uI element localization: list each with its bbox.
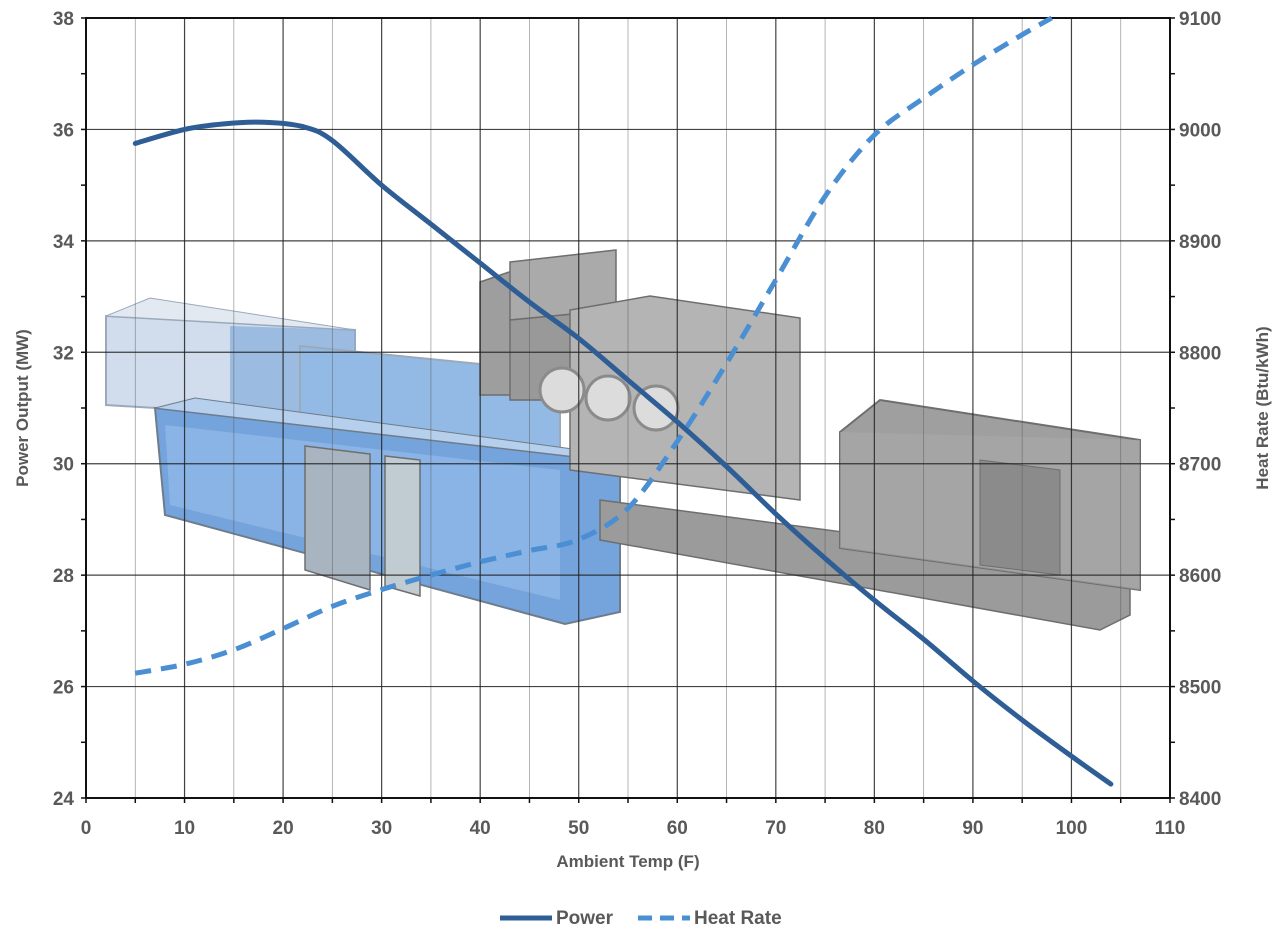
axes [81, 17, 1175, 803]
y-tick-label: 30 [53, 455, 74, 476]
legend: Power Heat Rate [500, 908, 782, 929]
y-tick-label: 36 [53, 120, 74, 141]
y-tick-label: 26 [53, 678, 74, 699]
y2-tick-label: 8900 [1179, 232, 1221, 253]
x-tick-label: 0 [81, 818, 92, 839]
x-tick-label: 10 [174, 818, 195, 839]
x-tick-label: 100 [1056, 818, 1088, 839]
x-tick-label: 40 [470, 818, 491, 839]
x-axis-title: Ambient Temp (F) [556, 852, 699, 871]
x-tick-label: 90 [962, 818, 983, 839]
x-tick-label: 110 [1155, 818, 1186, 839]
y-tick-label: 38 [53, 9, 74, 30]
y-axis-title: Power Output (MW) [13, 329, 32, 487]
tick-labels: 0 10 20 30 40 50 60 70 80 90 100 110 24 26 28 30 32 34 36 3… [53, 9, 1221, 839]
series-line-heat-rate [134, 15, 1053, 676]
genset-equipment-illustration [105, 249, 1141, 631]
legend-power-label: Power [556, 908, 614, 929]
y-tick-label: 34 [53, 232, 75, 253]
y-tick-label: 24 [53, 789, 75, 810]
y2-tick-label: 8700 [1179, 455, 1221, 476]
x-tick-label: 70 [765, 818, 786, 839]
x-tick-label: 60 [667, 818, 688, 839]
series-line-power [132, 119, 1114, 787]
y-tick-label: 28 [53, 566, 74, 587]
y2-tick-label: 8400 [1179, 789, 1221, 810]
series [132, 15, 1114, 787]
x-tick-label: 50 [568, 818, 589, 839]
y2-tick-label: 8800 [1179, 343, 1221, 364]
y2-tick-label: 9000 [1179, 120, 1221, 141]
x-tick-label: 80 [864, 818, 885, 839]
y2-axis-title: Heat Rate (Btu/kWh) [1253, 326, 1272, 489]
y2-tick-label: 8600 [1179, 566, 1221, 587]
x-tick-label: 20 [273, 818, 294, 839]
y-tick-label: 32 [53, 343, 74, 364]
y2-tick-label: 8500 [1179, 678, 1221, 699]
gridlines [86, 18, 1170, 798]
legend-heat-rate-label: Heat Rate [694, 908, 782, 929]
x-tick-label: 30 [371, 818, 392, 839]
y2-tick-label: 9100 [1179, 9, 1221, 30]
